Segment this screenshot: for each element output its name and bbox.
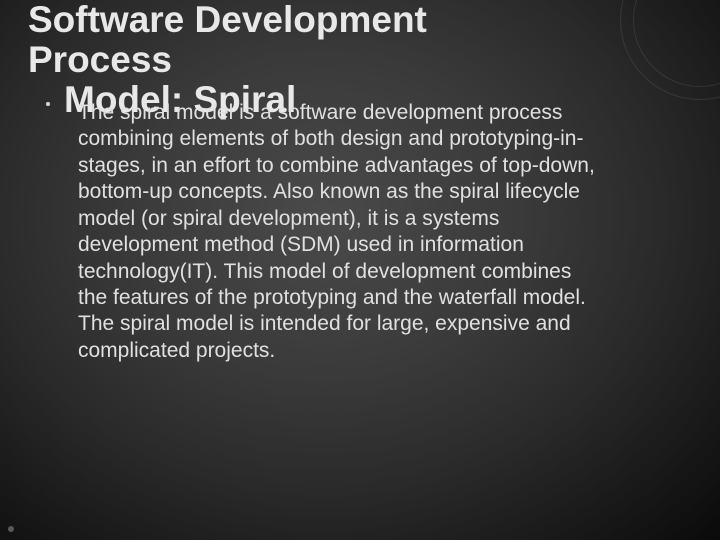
bullet-icon xyxy=(46,102,50,106)
body-container: The spiral model is a software developme… xyxy=(46,100,692,365)
title-line-1: Software Development xyxy=(28,0,692,40)
corner-dot-decoration xyxy=(8,526,14,532)
body-text: The spiral model is a software developme… xyxy=(78,100,598,365)
title-line-2: Process xyxy=(28,40,692,80)
slide-content: Software Development Process Model: Spir… xyxy=(0,0,720,364)
